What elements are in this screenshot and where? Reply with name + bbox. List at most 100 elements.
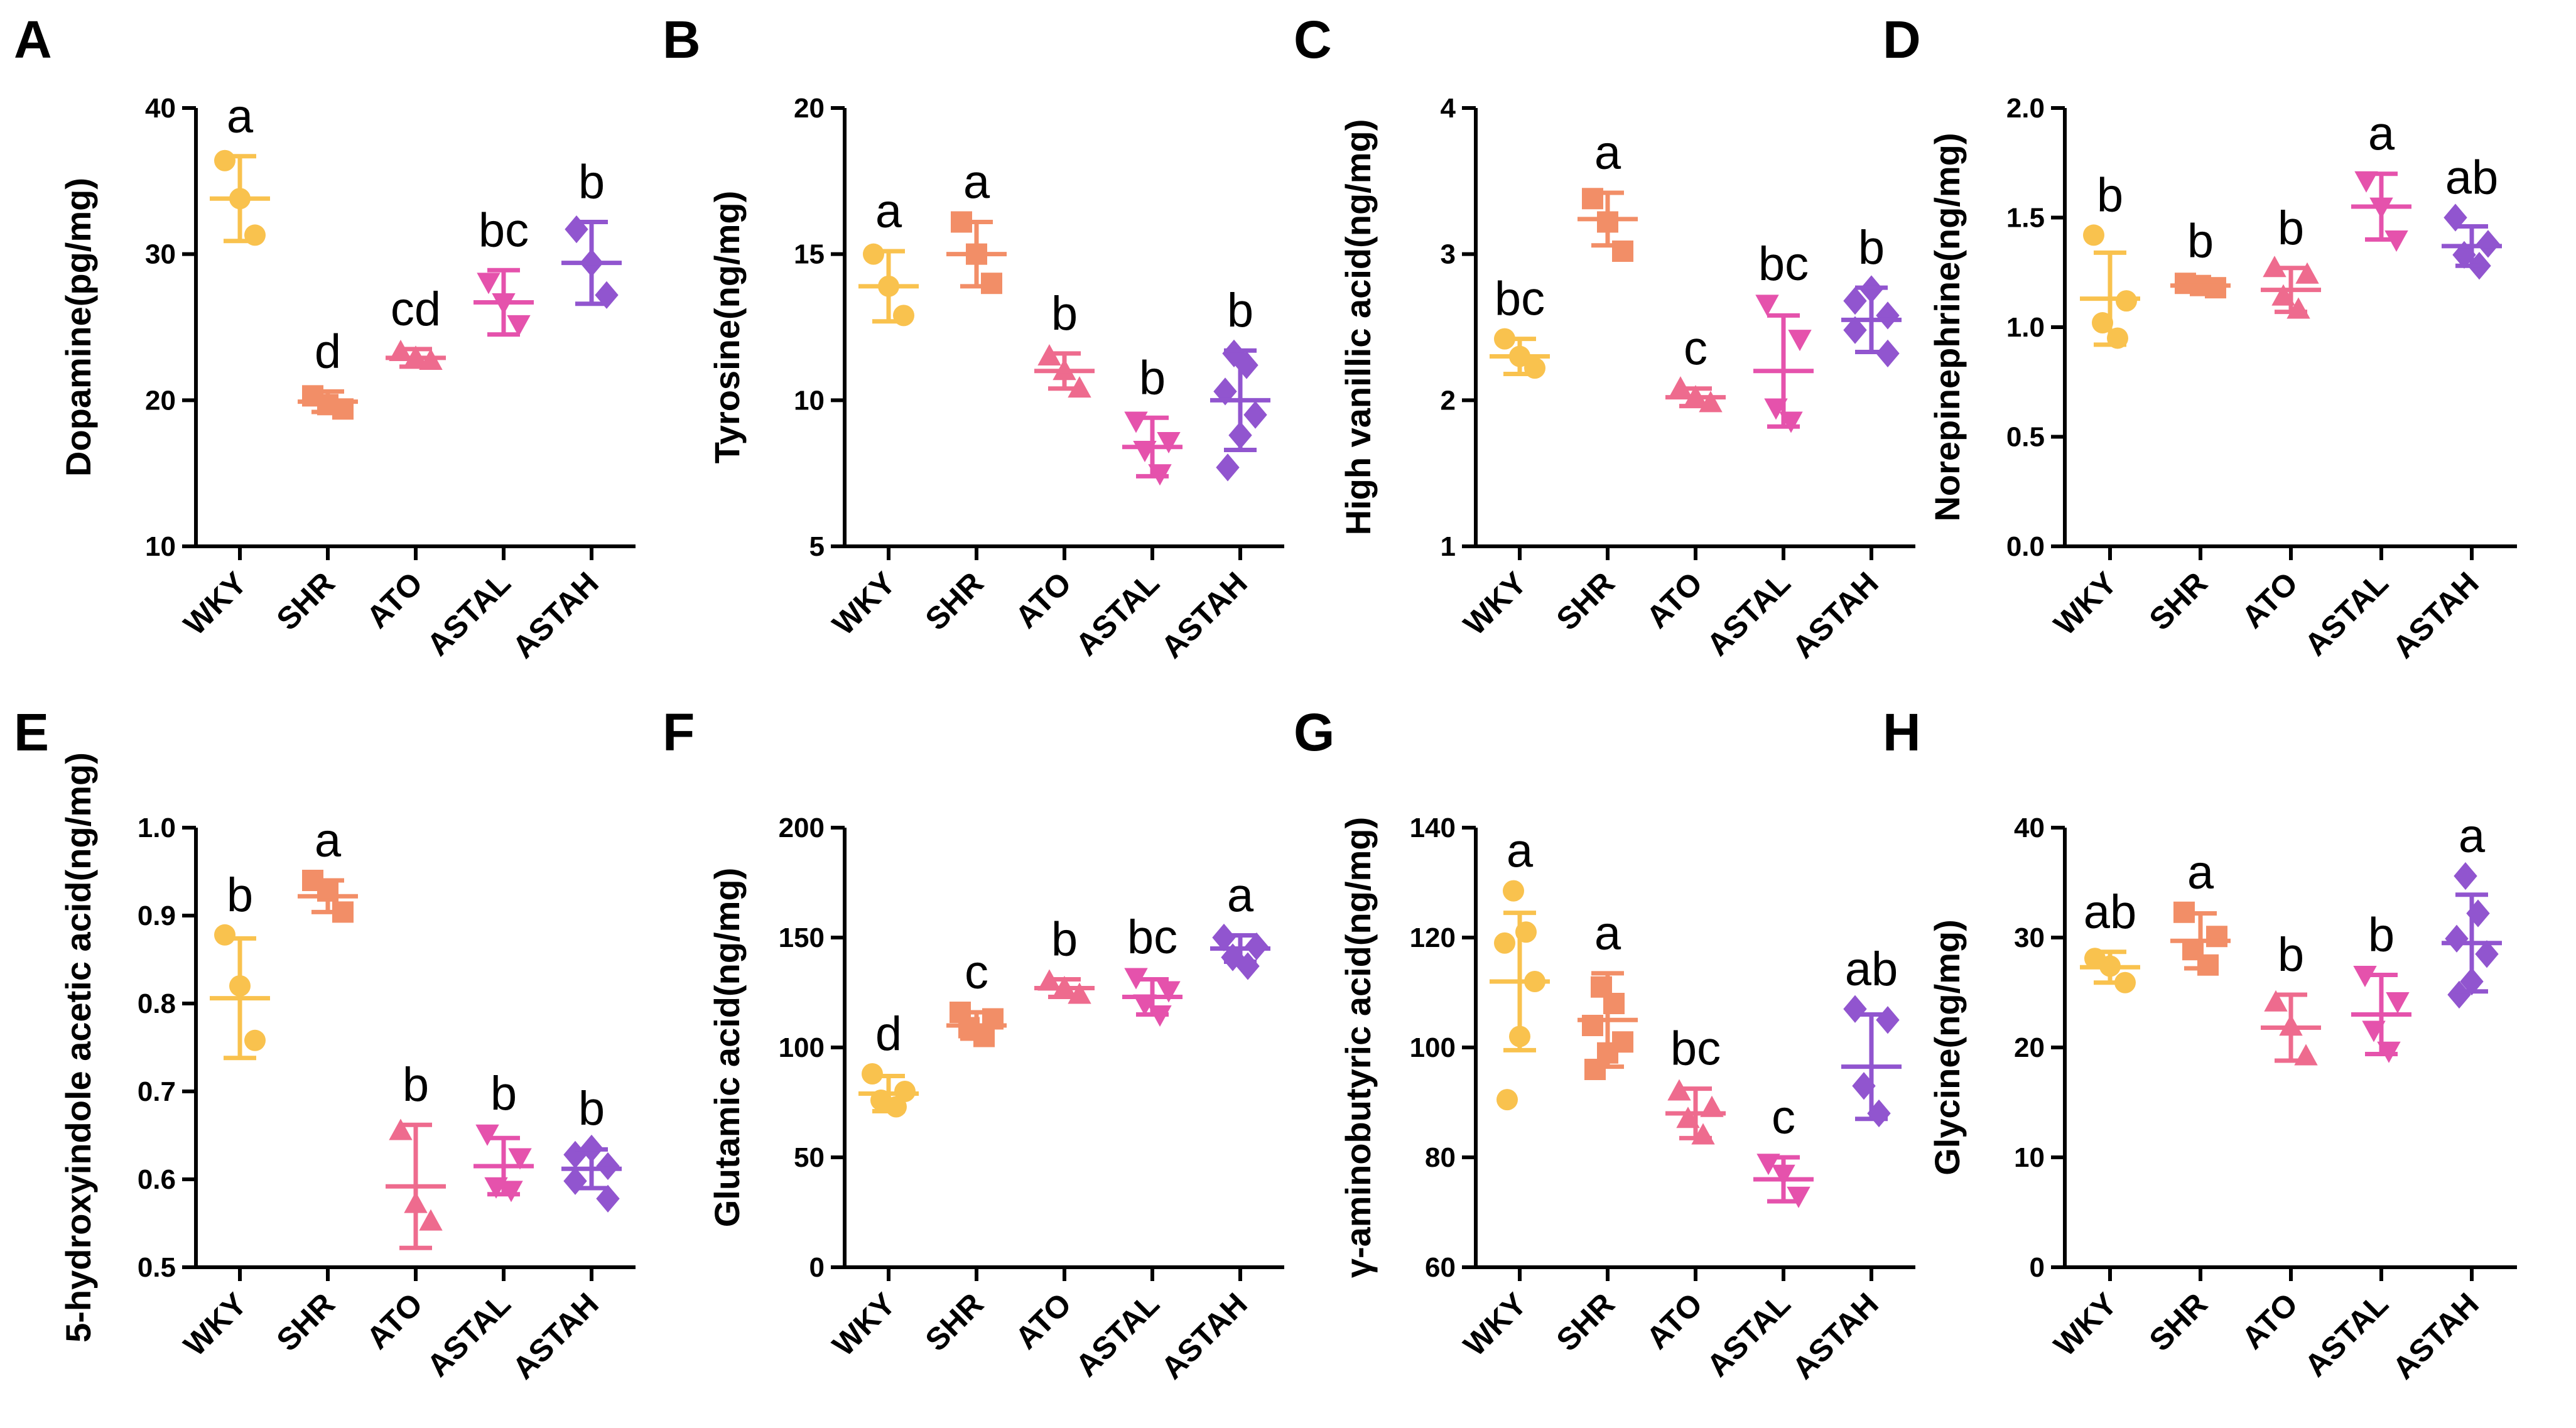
y-tick-label: 1.0 bbox=[2006, 312, 2045, 343]
x-tick-label-astah: ASTAH bbox=[1154, 1286, 1254, 1386]
x-tick-label-ato: ATO bbox=[1009, 1286, 1078, 1356]
data-point-wky bbox=[1496, 1089, 1518, 1111]
data-point-astah bbox=[1876, 1006, 1900, 1034]
y-tick-label: 0.5 bbox=[138, 1252, 176, 1283]
y-tick-label: 0.8 bbox=[138, 988, 176, 1019]
y-axis-title: Tyrosine(ng/mg) bbox=[707, 191, 747, 464]
data-point-astah bbox=[2454, 862, 2477, 890]
panel-F: F 0 50 100 150 200 Glutamic acid(ng/mg) WKY d SHR… bbox=[663, 703, 1284, 1386]
data-point-shr bbox=[981, 273, 1002, 295]
data-point-astah bbox=[565, 215, 588, 244]
y-tick-label: 40 bbox=[145, 93, 176, 124]
data-point-wky bbox=[1503, 880, 1524, 902]
x-tick-label-astal: ASTAL bbox=[420, 1286, 517, 1383]
x-tick-label-astah: ASTAH bbox=[1785, 1286, 1885, 1386]
significance-letter-ato: b bbox=[1051, 287, 1078, 340]
data-point-shr bbox=[2206, 926, 2227, 948]
data-point-astal bbox=[1755, 295, 1779, 316]
significance-letter-ato: b bbox=[403, 1058, 429, 1112]
y-tick-label: 1 bbox=[1441, 531, 1456, 562]
panel-letter: C bbox=[1294, 10, 1332, 69]
x-tick-label-wky: WKY bbox=[1457, 565, 1534, 642]
y-tick-label: 0 bbox=[809, 1252, 825, 1283]
significance-letter-wky: b bbox=[227, 868, 253, 922]
panel-E: E 0.5 0.6 0.7 0.8 0.9 1.0 5-hydroxyindole aceti… bbox=[14, 703, 636, 1386]
significance-letter-astah: b bbox=[578, 155, 605, 208]
significance-letter-astah: ab bbox=[2445, 151, 2499, 205]
y-tick-label: 200 bbox=[779, 813, 825, 843]
x-tick-label-shr: SHR bbox=[919, 565, 990, 637]
panel-letter: B bbox=[663, 10, 701, 69]
significance-letter-astal: b bbox=[490, 1067, 517, 1120]
data-point-astah bbox=[2443, 203, 2467, 232]
x-tick-label-shr: SHR bbox=[1550, 1286, 1621, 1358]
panel-letter: E bbox=[14, 703, 49, 762]
x-tick-label-astal: ASTAL bbox=[1069, 1286, 1166, 1383]
significance-letter-shr: a bbox=[963, 155, 990, 208]
data-point-astal bbox=[1124, 411, 1148, 433]
significance-letter-astah: b bbox=[1858, 221, 1885, 274]
panel-letter: G bbox=[1294, 703, 1334, 762]
data-point-astal bbox=[2386, 992, 2410, 1014]
significance-letter-shr: a bbox=[2187, 846, 2214, 899]
data-point-wky bbox=[214, 149, 235, 171]
data-point-astah bbox=[2445, 924, 2469, 953]
data-point-astah bbox=[1243, 401, 1267, 429]
significance-letter-astal: b bbox=[2368, 909, 2395, 962]
y-tick-label: 10 bbox=[794, 385, 825, 416]
data-point-astal bbox=[1157, 432, 1181, 454]
data-point-ato bbox=[2295, 262, 2319, 284]
significance-letter-astah: a bbox=[1227, 869, 1254, 922]
data-point-ato bbox=[389, 1118, 413, 1140]
significance-letter-wky: a bbox=[227, 90, 254, 143]
y-tick-label: 20 bbox=[794, 93, 825, 124]
x-tick-label-astah: ASTAH bbox=[1785, 565, 1885, 665]
y-tick-label: 4 bbox=[1441, 93, 1456, 124]
y-axis-title: γ-aminobutyric acid(ng/mg) bbox=[1338, 817, 1378, 1278]
data-point-wky bbox=[244, 1029, 266, 1051]
y-tick-label: 0.5 bbox=[2006, 422, 2045, 453]
y-tick-label: 15 bbox=[794, 239, 825, 270]
significance-letter-astal: b bbox=[1139, 351, 1166, 404]
x-tick-label-astal: ASTAL bbox=[2298, 1286, 2395, 1383]
data-point-ato bbox=[2264, 990, 2288, 1012]
data-point-astal bbox=[1787, 1186, 1810, 1208]
x-tick-label-astal: ASTAL bbox=[2298, 565, 2395, 663]
panel-G: G 60 80 100 120 140 γ-aminobutyric acid(ng/mg)… bbox=[1294, 703, 1915, 1386]
data-point-astah bbox=[2466, 899, 2490, 928]
data-point-astah bbox=[596, 1152, 620, 1181]
significance-letter-astah: b bbox=[1227, 284, 1253, 337]
data-point-astah bbox=[1221, 943, 1245, 971]
significance-letter-wky: d bbox=[875, 1007, 902, 1061]
panel-H: H010203040Glycine(ng/mg)WKYabSHRaATObAST… bbox=[1883, 703, 2517, 1386]
x-tick-label-astah: ASTAH bbox=[2386, 1286, 2486, 1386]
significance-letter-shr: d bbox=[315, 325, 341, 378]
y-tick-label: 140 bbox=[1410, 813, 1456, 843]
panel-letter: A bbox=[14, 10, 52, 69]
data-point-astah bbox=[1843, 287, 1867, 315]
y-axis-title: 5-hydroxyindole acetic acid(ng/mg) bbox=[58, 752, 98, 1343]
y-tick-label: 10 bbox=[2014, 1142, 2045, 1173]
x-tick-label-wky: WKY bbox=[826, 1286, 902, 1363]
y-tick-label: 40 bbox=[2014, 813, 2045, 843]
data-point-astal bbox=[1788, 330, 1812, 352]
data-point-wky bbox=[863, 243, 884, 265]
significance-letter-astah: ab bbox=[1845, 943, 1898, 996]
x-tick-label-shr: SHR bbox=[2143, 1286, 2214, 1358]
x-tick-label-shr: SHR bbox=[1550, 565, 1621, 637]
data-point-wky bbox=[1494, 932, 1515, 954]
significance-letter-ato: b bbox=[1051, 913, 1078, 966]
y-tick-label: 80 bbox=[1425, 1142, 1456, 1173]
data-point-astal bbox=[508, 1148, 532, 1170]
panel-letter: H bbox=[1883, 703, 1921, 762]
significance-letter-ato: cd bbox=[391, 283, 441, 336]
data-point-astah bbox=[2447, 980, 2471, 1009]
y-tick-label: 3 bbox=[1441, 239, 1456, 270]
y-tick-label: 20 bbox=[145, 385, 176, 416]
data-point-wky bbox=[214, 924, 235, 946]
data-point-astah bbox=[1843, 316, 1867, 344]
y-axis-title: Norepinephrine(ng/mg) bbox=[1927, 133, 1967, 521]
x-tick-label-wky: WKY bbox=[826, 565, 902, 642]
y-tick-label: 50 bbox=[794, 1142, 825, 1173]
